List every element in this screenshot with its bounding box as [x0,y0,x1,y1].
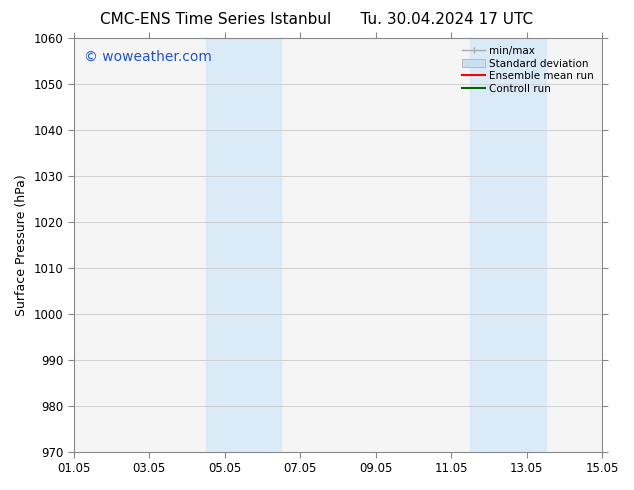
Legend: min/max, Standard deviation, Ensemble mean run, Controll run: min/max, Standard deviation, Ensemble me… [459,43,597,97]
Y-axis label: Surface Pressure (hPa): Surface Pressure (hPa) [15,174,28,316]
Text: © woweather.com: © woweather.com [84,50,212,64]
Bar [470,38,546,452]
Bar [206,38,281,452]
Text: CMC-ENS Time Series Istanbul      Tu. 30.04.2024 17 UTC: CMC-ENS Time Series Istanbul Tu. 30.04.2… [100,12,534,27]
